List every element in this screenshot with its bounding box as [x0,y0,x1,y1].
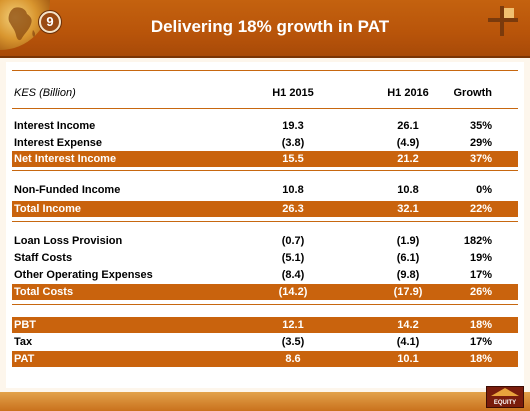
cell-h1-2016: 26.1 [397,120,419,132]
row-label: Tax [14,336,33,348]
cell-h1-2015: (3.5) [281,336,305,348]
row-label: Interest Expense [14,137,103,149]
cell-h1-2016: 14.2 [397,319,419,331]
cell-growth: 18% [469,319,492,331]
cell-h1-2016: (9.8) [396,269,420,281]
row-label: Loan Loss Provision [14,235,123,247]
column-header: KES (Billion) [14,87,76,99]
table-row: PAT 8.6 10.1 18% [12,351,518,367]
divider [12,304,518,305]
cell-growth: 0% [476,184,492,196]
column-header: H1 2016 [387,87,429,99]
table-row: Interest Expense (3.8) (4.9) 29% [12,135,518,151]
table-row: Net Interest Income 15.5 21.2 37% [12,151,518,167]
row-label: Staff Costs [14,252,73,264]
table-row: Total Costs (14.2) (17.9) 26% [12,284,518,300]
table-row: Loan Loss Provision (0.7) (1.9) 182% [12,233,518,249]
divider [12,170,518,171]
cell-h1-2016: 32.1 [397,203,419,215]
logo-roof-icon [491,388,519,396]
cell-h1-2016: (4.1) [396,336,420,348]
financial-table: KES (Billion) H1 2015 H1 2016 Growth Int… [6,62,524,388]
logo-text: EQUITY [493,400,517,406]
cell-h1-2016: 10.8 [397,184,419,196]
page-title: Delivering 18% growth in PAT [150,17,390,36]
divider [12,108,518,109]
table-row: Staff Costs (5.1) (6.1) 19% [12,250,518,266]
cell-growth: 17% [469,336,492,348]
column-header: Growth [453,87,493,99]
cell-growth: 37% [469,153,492,165]
cell-h1-2015: 26.3 [282,203,304,215]
corner-cross-icon [488,6,518,36]
row-label: Other Operating Expenses [14,269,153,281]
cell-growth: 18% [469,353,492,365]
cell-h1-2016: (17.9) [393,286,423,298]
cell-h1-2015: 12.1 [282,319,304,331]
table-header: KES (Billion) H1 2015 H1 2016 Growth [12,85,518,101]
table-row: PBT 12.1 14.2 18% [12,317,518,333]
cell-h1-2016: (6.1) [396,252,420,264]
cell-h1-2015: (3.8) [281,137,305,149]
cell-h1-2015: (14.2) [278,286,308,298]
cell-h1-2016: 21.2 [397,153,419,165]
row-label: Total Income [14,203,82,215]
row-label: PAT [14,353,35,365]
equity-logo: EQUITY [486,386,524,408]
cell-growth: 22% [469,203,492,215]
cell-growth: 29% [469,137,492,149]
table-row: Interest Income 19.3 26.1 35% [12,118,518,134]
row-label: PBT [14,319,36,331]
cell-h1-2015: 10.8 [282,184,304,196]
cell-h1-2016: (4.9) [396,137,420,149]
row-label: Non-Funded Income [14,184,121,196]
cell-h1-2015: 19.3 [282,120,304,132]
slide-number-badge: 9 [39,11,61,33]
cell-h1-2015: 8.6 [285,353,301,365]
cell-h1-2015: (0.7) [281,235,305,247]
cell-growth: 35% [469,120,492,132]
row-label: Interest Income [14,120,96,132]
table-row: Other Operating Expenses (8.4) (9.8) 17% [12,267,518,283]
cell-h1-2015: (8.4) [281,269,305,281]
cell-h1-2015: 15.5 [282,153,304,165]
cell-h1-2016: (1.9) [396,235,420,247]
row-label: Net Interest Income [14,153,117,165]
divider [12,70,518,71]
footer-bar [0,392,530,411]
table-row: Total Income 26.3 32.1 22% [12,201,518,217]
cell-growth: 17% [469,269,492,281]
cell-growth: 19% [469,252,492,264]
cell-growth: 26% [469,286,492,298]
divider [12,221,518,222]
cell-h1-2015: (5.1) [281,252,305,264]
table-row: Non-Funded Income 10.8 10.8 0% [12,182,518,198]
row-label: Total Costs [14,286,74,298]
cell-h1-2016: 10.1 [397,353,419,365]
column-header: H1 2015 [272,87,314,99]
title-banner: 9 Delivering 18% growth in PAT [0,0,530,58]
table-row: Tax (3.5) (4.1) 17% [12,334,518,350]
cell-growth: 182% [463,235,492,247]
